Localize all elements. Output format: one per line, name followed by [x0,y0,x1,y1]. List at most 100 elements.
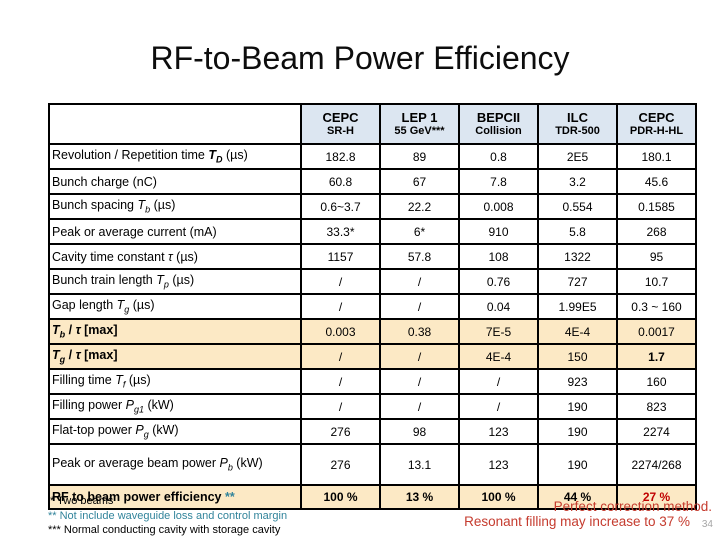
row-label: Bunch charge (nC) [48,168,302,195]
label-segment: g [143,429,149,440]
value-cell: 0.003 [300,318,381,345]
page-number: 34 [701,519,713,530]
efficiency-table: CEPC SR-H LEP 1 55 GeV*** BEPCII Collision ILC… [48,103,697,510]
value-cell: 5.8 [537,218,618,245]
value-cell: / [300,293,381,320]
value-cell: 123 [458,418,539,445]
value-cell: 2E5 [537,143,618,170]
label-segment: p [163,279,169,290]
column-subtitle: PDR-H-HL [629,125,684,137]
value-cell: 1.99E5 [537,293,618,320]
value-cell: 160 [616,368,697,395]
value-cell: 276 [300,418,381,445]
row-label: Filling power Pg1 (kW) [48,393,302,420]
label-segment: f [122,379,126,390]
table-row: Filling power Pg1 (kW) / //190 823 [48,393,697,420]
column-name: CEPC [322,110,359,125]
row-label: Revolution / Repetition time TD (µs) [48,143,302,170]
row-label: Filling time Tf (µs) [48,368,302,395]
table-row: Gap length Tg (µs) //0.04 1.99E5 0.3 ~ 160 [48,293,697,320]
column-name: ILC [567,110,588,125]
value-cell: 4E-4 [537,318,618,345]
label-segment: b [145,204,151,215]
value-cell: 7.8 [458,168,539,195]
value-cell: 823 [616,393,697,420]
label-segment: D [215,154,223,165]
table-row: Cavity time constant τ (µs) 1157 57.8 108 13… [48,243,697,270]
value-cell: 44 % [537,484,618,510]
column-header: CEPC SR-H [300,103,381,145]
label-segment: b [227,462,233,473]
label-segment: b [59,329,66,340]
value-cell: 57.8 [379,243,460,270]
value-cell: 923 [537,368,618,395]
column-subtitle: TDR-500 [555,125,600,137]
value-cell: 89 [379,143,460,170]
label-segment: 1.7 [648,349,665,364]
label-segment: Peak or average current (mA) [52,224,217,239]
label-segment: Filling time [52,373,116,388]
label-segment: Bunch train length [52,273,157,288]
table-row: Filling time Tf (µs) / //923 160 [48,368,697,395]
table-body: Revolution / Repetition time TD (µs) 182.… [48,143,697,510]
label-segment: T [52,348,60,363]
value-cell: 182.8 [300,143,381,170]
column-header: BEPCII Collision [458,103,539,145]
value-cell: 0.8 [458,143,539,170]
value-cell: 13 % [379,484,460,510]
label-segment: Cavity time constant [52,249,169,264]
value-cell: 7E-5 [458,318,539,345]
value-cell: / [458,368,539,395]
footnote-two-beams: * Two beams [50,495,114,507]
row-label: Peak or average beam power Pb (kW) [48,443,302,486]
row-label: Cavity time constant τ (µs) [48,243,302,270]
label-segment: [max] [80,323,118,338]
value-cell: / [300,368,381,395]
value-cell: 0.1585 [616,193,697,220]
page-title: RF-to-Beam Power Efficiency [150,40,570,76]
value-cell: 727 [537,268,618,295]
label-segment: (µs) [150,198,176,213]
label-segment: / [65,323,76,338]
label-segment: (µs) [125,373,151,388]
label-segment: 27 % [642,490,671,504]
value-cell: 0.008 [458,193,539,220]
corner-cell [48,103,302,145]
value-cell: 6* [379,218,460,245]
value-cell: / [300,343,381,370]
table-row: Peak or average current (mA) 33.3* 6* 910 5.… [48,218,697,245]
value-cell: 2274/268 [616,443,697,486]
table-row: Tg / τ [max] //4E-4 150 1.7 [48,343,697,370]
value-cell: 268 [616,218,697,245]
label-segment: T [116,298,125,313]
label-segment: Gap length [52,298,117,313]
row-label: Bunch spacing Tb (µs) [48,193,302,220]
value-cell: 60.8 [300,168,381,195]
value-cell: 0.0017 [616,318,697,345]
row-label: Flat-top power Pg (kW) [48,418,302,445]
value-cell: / [300,268,381,295]
table-row: RF to beam power efficiency ** 100 % 13 % 1… [48,484,697,510]
footnote-normal-conducting: *** Normal conducting cavity with storag… [48,524,281,536]
value-cell: 108 [458,243,539,270]
column-header: LEP 1 55 GeV*** [379,103,460,145]
row-label: Tb / τ [max] [48,318,302,345]
table-row: Tb / τ [max] 0.003 0.38 7E-5 4E-4 0.0017 [48,318,697,345]
value-cell: 13.1 [379,443,460,486]
value-cell: / [379,368,460,395]
value-cell: / [379,343,460,370]
value-cell: 22.2 [379,193,460,220]
value-cell: 1322 [537,243,618,270]
label-segment: (µs) [168,273,195,288]
table-row: Flat-top power Pg (kW) 276 98 123 190 2274 [48,418,697,445]
label-segment: (kW) [144,398,174,413]
value-cell: 95 [616,243,697,270]
annotation-resonant-filling: Resonant filling may increase to 37 % [464,514,690,529]
label-segment: τ [75,348,81,363]
label-segment: τ [75,323,81,338]
label-segment: g1 [133,404,144,415]
value-cell: / [379,293,460,320]
value-cell: 100 % [300,484,381,510]
value-cell: 0.6~3.7 [300,193,381,220]
